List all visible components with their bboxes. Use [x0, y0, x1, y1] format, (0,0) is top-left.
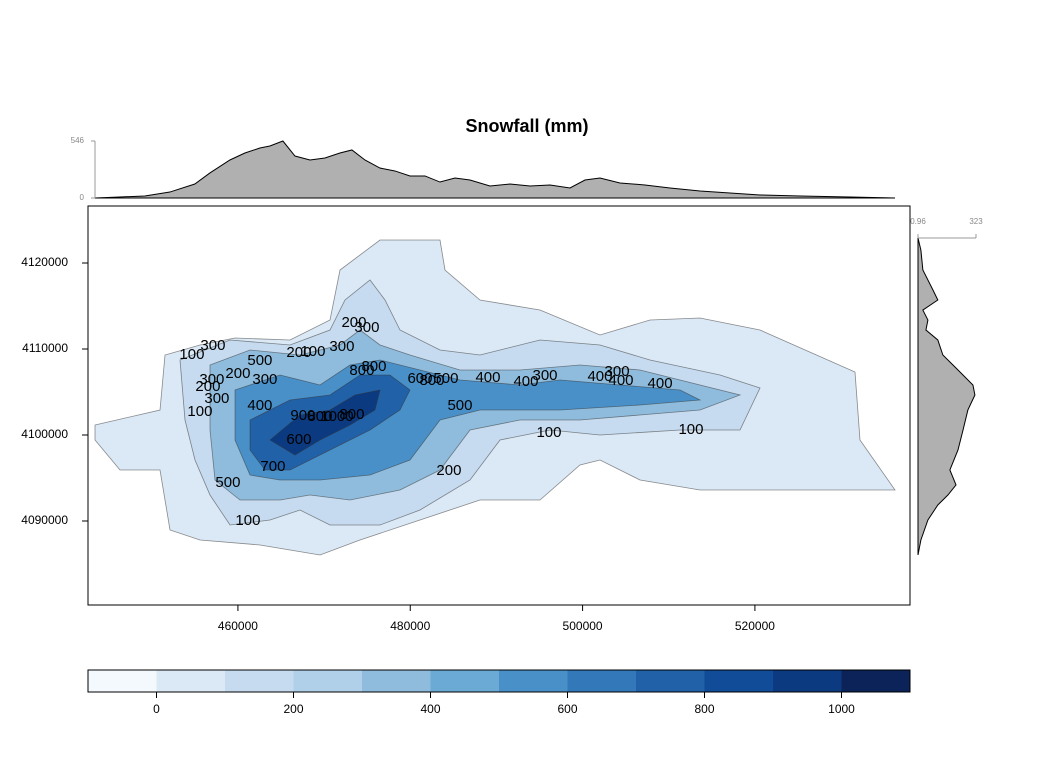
y-tick-label: 4120000	[21, 255, 68, 269]
contour-label: 1000	[320, 408, 353, 425]
right-density	[917, 237, 976, 556]
colorbar-bin	[636, 670, 705, 692]
contour-label: 200	[225, 365, 250, 382]
contour-label: 300	[204, 390, 229, 407]
contour-label: 200	[341, 314, 366, 331]
y-tick-label: 4110000	[22, 341, 68, 355]
colorbar-bin	[773, 670, 842, 692]
contour-label: 800	[339, 406, 364, 423]
colorbar-tick-label: 600	[557, 702, 577, 716]
colorbar-bin	[225, 670, 294, 692]
colorbar-bin	[704, 670, 773, 692]
contour-label: 100	[179, 346, 204, 363]
contour-label: 200	[286, 344, 311, 361]
x-tick-label: 500000	[563, 619, 603, 633]
plot-frame	[87, 205, 911, 606]
y-tick-label: 4100000	[21, 427, 68, 441]
colorbar-bin	[499, 670, 568, 692]
right-tick-label: 0.96	[910, 217, 926, 226]
contour-label: 400	[247, 397, 272, 414]
contour-map	[94, 239, 896, 556]
colorbar-tick-label: 1000	[828, 702, 855, 716]
contour-label: 900	[290, 407, 315, 424]
colorbar-tick-label: 800	[694, 702, 714, 716]
contour-label: 500	[247, 352, 272, 369]
colorbar-bin	[567, 670, 636, 692]
contour-label: 300	[199, 371, 224, 388]
colorbar-tick-label: 0	[153, 702, 160, 716]
chart-title: Snowfall (mm)	[465, 116, 588, 136]
contour-label: 200	[195, 378, 220, 395]
contour-label: 600	[407, 370, 432, 387]
contour-label: 400	[608, 372, 633, 389]
contour-label: 800	[419, 372, 444, 389]
contour-label: 600	[286, 431, 311, 448]
contour-label: 100	[235, 512, 260, 529]
contour-label: 300	[200, 337, 225, 354]
contour-label: 100	[536, 424, 561, 441]
contour-label: 800	[361, 358, 386, 375]
colorbar-frame	[87, 669, 911, 693]
colorbar-bin	[362, 670, 431, 692]
contour-label: 300	[329, 338, 354, 355]
colorbar-bin	[88, 670, 157, 692]
contour-label: 500	[433, 370, 458, 387]
y-tick-label: 4090000	[21, 513, 68, 527]
top-tick-label: 0	[80, 193, 85, 202]
contour-label: 300	[354, 319, 379, 336]
colorbar-tick-label: 200	[283, 702, 303, 716]
colorbar-bin	[841, 670, 910, 692]
contour-label: 200	[436, 462, 461, 479]
top-tick-label: 546	[71, 136, 85, 145]
contour-label: 700	[260, 458, 285, 475]
contour-label: 400	[587, 368, 612, 385]
top-density	[94, 140, 896, 199]
contour-label: 400	[513, 373, 538, 390]
contour-label: 800	[307, 408, 332, 425]
x-tick-label: 520000	[735, 619, 775, 633]
contour-label: 500	[215, 474, 240, 491]
x-tick-label: 460000	[218, 619, 258, 633]
colorbar-bin	[293, 670, 362, 692]
colorbar-tick-label: 400	[420, 702, 440, 716]
contour-label: 400	[475, 369, 500, 386]
contour-label: 300	[605, 363, 630, 380]
x-tick-label: 480000	[390, 619, 430, 633]
contour-label: 300	[532, 367, 557, 384]
contour-label: 100	[187, 403, 212, 420]
contour-label: 100	[300, 343, 325, 360]
contour-label: 800	[349, 362, 374, 379]
contour-label: 400	[648, 375, 673, 392]
colorbar-bin	[430, 670, 499, 692]
colorbar-bin	[156, 670, 225, 692]
contour-label: 500	[447, 397, 472, 414]
right-tick-label: 323	[969, 217, 983, 226]
contour-label: 300	[252, 371, 277, 388]
contour-label: 100	[678, 421, 703, 438]
